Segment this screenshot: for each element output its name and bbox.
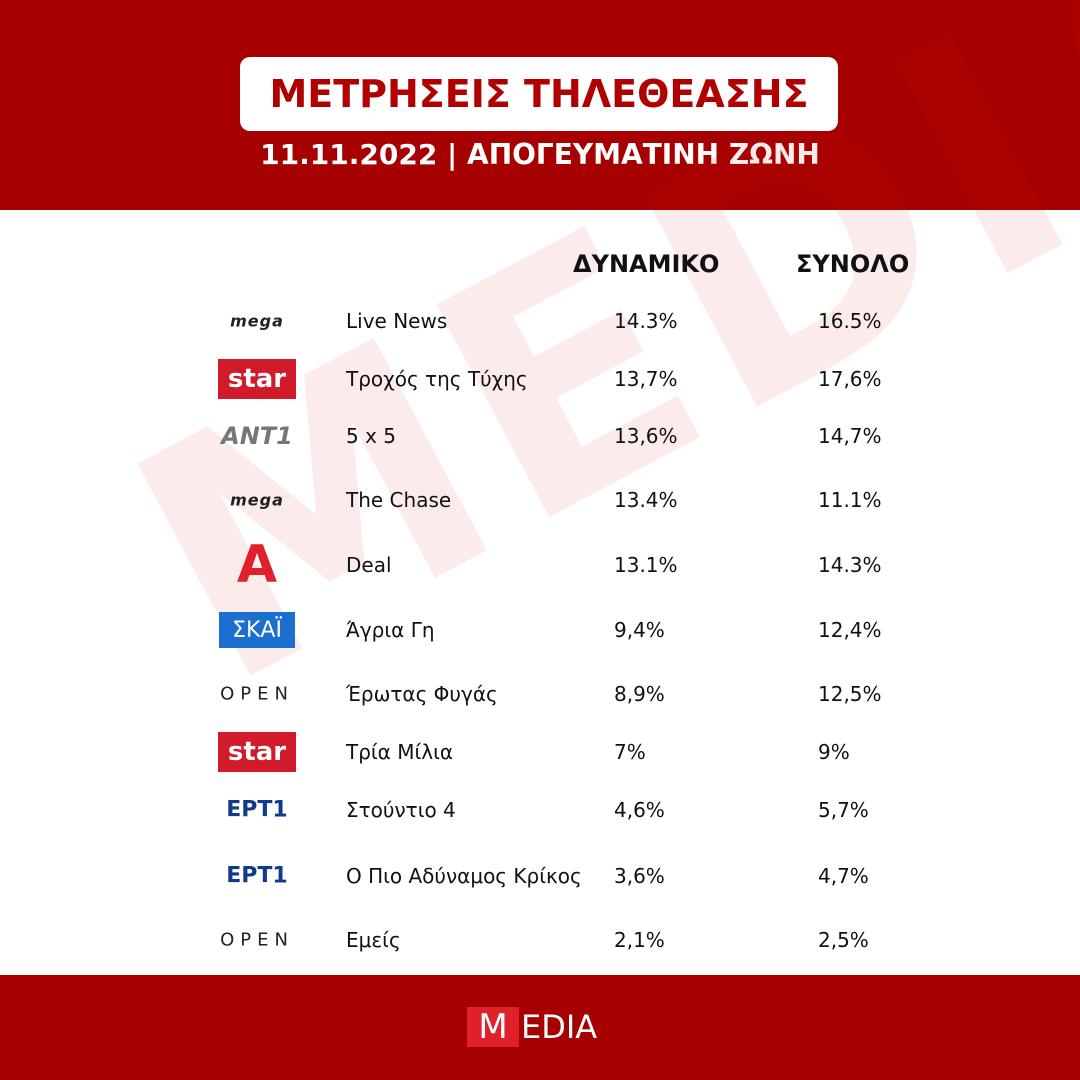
show-name: Άγρια Γη [346, 618, 435, 642]
channel-logo: OPEN [220, 683, 294, 705]
show-name: Στούντιο 4 [346, 798, 456, 822]
footer-band [0, 975, 1080, 1080]
total-value: 4,7% [818, 864, 869, 888]
total-value: 12,5% [818, 682, 882, 706]
title: ΜΕΤΡΗΣΕΙΣ ΤΗΛΕΘΕΑΣΗΣ [240, 57, 838, 131]
channel-logo: mega [230, 490, 284, 510]
channel-logo: OPEN [220, 929, 294, 951]
total-value: 9% [818, 740, 850, 764]
show-name: 5 x 5 [346, 424, 396, 448]
total-value: 16.5% [818, 309, 882, 333]
dynamic-value: 13,7% [614, 367, 678, 391]
total-value: 2,5% [818, 928, 869, 952]
channel-logo: star [218, 359, 296, 399]
show-name: Τρία Μίλια [346, 740, 454, 764]
channel-logo: ΣΚΑΪ [219, 612, 295, 648]
column-header: ΣΥΝΟΛΟ [796, 250, 910, 278]
show-name: The Chase [346, 488, 452, 512]
dynamic-value: 14.3% [614, 309, 678, 333]
total-value: 17,6% [818, 367, 882, 391]
dynamic-value: 9,4% [614, 618, 665, 642]
channel-logo: star [218, 732, 296, 772]
dynamic-value: 13.1% [614, 553, 678, 577]
show-name: Deal [346, 553, 392, 577]
channel-logo: ΕΡΤ1 [226, 863, 288, 889]
dynamic-value: 2,1% [614, 928, 665, 952]
channel-logo: ANT1 [221, 422, 293, 450]
dynamic-value: 4,6% [614, 798, 665, 822]
show-name: Τροχός της Τύχης [346, 367, 528, 391]
dynamic-value: 8,9% [614, 682, 665, 706]
column-header: ΔΥΝΑΜΙΚΟ [573, 250, 720, 278]
total-value: 14.3% [818, 553, 882, 577]
show-name: Ο Πιο Αδύναμος Κρίκος [346, 864, 582, 888]
show-name: Εμείς [346, 928, 401, 952]
total-value: 5,7% [818, 798, 869, 822]
show-name: Έρωτας Φυγάς [346, 682, 498, 706]
footer-logo-initial: M [467, 1007, 519, 1047]
footer-logo-rest: EDIA [521, 1008, 598, 1046]
channel-logo: mega [230, 311, 284, 331]
total-value: 14,7% [818, 424, 882, 448]
subtitle: 11.11.2022 | ΑΠΟΓΕΥΜΑΤΙΝΗ ΖΩΝΗ [260, 138, 820, 171]
channel-logo: ΕΡΤ1 [226, 797, 288, 823]
dynamic-value: 13.4% [614, 488, 678, 512]
show-name: Live News [346, 309, 448, 333]
channel-logo: Α [236, 535, 278, 595]
dynamic-value: 7% [614, 740, 646, 764]
dynamic-value: 13,6% [614, 424, 678, 448]
dynamic-value: 3,6% [614, 864, 665, 888]
total-value: 12,4% [818, 618, 882, 642]
total-value: 11.1% [818, 488, 882, 512]
